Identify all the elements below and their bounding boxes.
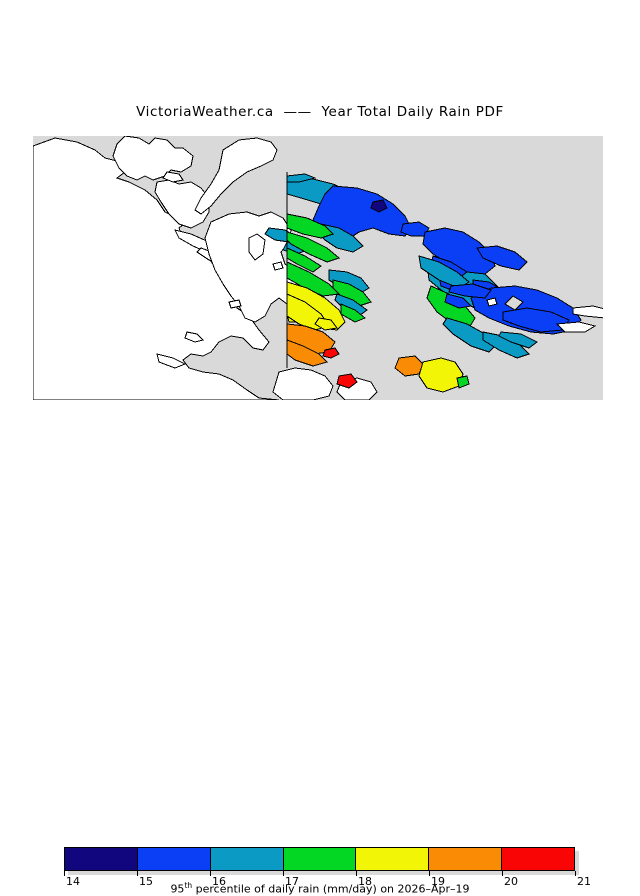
region-cluster-teal-a — [328, 269, 370, 295]
colorbar[interactable] — [64, 847, 575, 871]
island-north-sliver — [162, 171, 184, 183]
tickmark-15 — [137, 871, 138, 876]
colorbar-band-16–17[interactable] — [209, 848, 283, 870]
colorbar-panel: 14 15 16 17 18 19 20 21 95th percentile of dail… — [0, 420, 640, 896]
region-cluster-green-a — [332, 279, 372, 307]
landmass-group — [33, 136, 378, 400]
tickmark-20 — [502, 871, 503, 876]
region-far-right-blue-nub — [444, 293, 473, 309]
tickmark-14 — [64, 871, 65, 876]
white-tail-right — [572, 305, 603, 319]
caption-superscript: th — [184, 881, 193, 890]
region-discovery-red — [336, 373, 358, 389]
tickmark-18 — [356, 871, 357, 876]
caption-prefix: 95 — [170, 882, 185, 896]
inland-lake-c — [228, 299, 242, 309]
islet-coast-b — [156, 353, 187, 369]
data-regions-group — [264, 173, 603, 393]
lake-small-hole — [486, 297, 498, 307]
region-south-island-green-tip — [456, 375, 470, 389]
map-panel — [33, 136, 603, 400]
tickmark-19 — [429, 871, 430, 876]
region-green-strip-a — [286, 231, 341, 263]
region-midright-teal-arm — [498, 331, 538, 349]
tickmark-17 — [283, 871, 284, 876]
inland-lake-b — [272, 261, 284, 271]
white-tail-right-b — [555, 321, 597, 333]
colorbar-band-17–18[interactable] — [282, 848, 356, 870]
island-north-west — [112, 136, 194, 181]
region-blue-center-right — [422, 227, 496, 275]
colorbar-caption: 95th percentile of daily rain (mm/day) o… — [0, 881, 640, 896]
region-metchosin-red — [322, 347, 340, 359]
region-gulf-islands-north-blue — [312, 185, 412, 241]
peninsula-north-long — [194, 137, 278, 215]
map-svg — [33, 136, 603, 400]
region-trial-island-orange — [394, 355, 424, 377]
region-green-wedge — [286, 261, 341, 297]
olympic-coast-white — [272, 367, 334, 400]
tickmark-21 — [575, 871, 576, 876]
page-root: VictoriaWeather.ca —— Year Total Daily R… — [0, 104, 640, 896]
region-orange-lower — [286, 339, 328, 367]
region-far-right-blue-arm — [448, 283, 492, 299]
tickmark-16 — [210, 871, 211, 876]
region-blue-cr-arm — [476, 245, 528, 271]
colorbar-band-19–20[interactable] — [428, 848, 502, 870]
page-title: VictoriaWeather.ca —— Year Total Daily R… — [136, 104, 504, 120]
region-green-upper — [286, 213, 334, 239]
colorbar-band-15–16[interactable] — [136, 848, 210, 870]
region-yellow-hole-edge — [314, 317, 338, 331]
caption-rest: percentile of daily rain (mm/day) on 202… — [192, 882, 470, 896]
colorbar-band-18–19[interactable] — [355, 848, 429, 870]
island-north-east — [154, 179, 210, 229]
colorbar-band-14–15[interactable] — [65, 848, 137, 870]
islet-coast-a — [184, 331, 204, 343]
colorbar-band-20–21[interactable] — [501, 848, 575, 870]
inland-lake-a — [248, 233, 266, 261]
lake-diamond-hole — [504, 295, 524, 311]
region-midright-teal-lower — [442, 317, 498, 353]
region-cluster-green-b — [340, 303, 366, 323]
region-blue-navy-dot — [370, 199, 388, 213]
